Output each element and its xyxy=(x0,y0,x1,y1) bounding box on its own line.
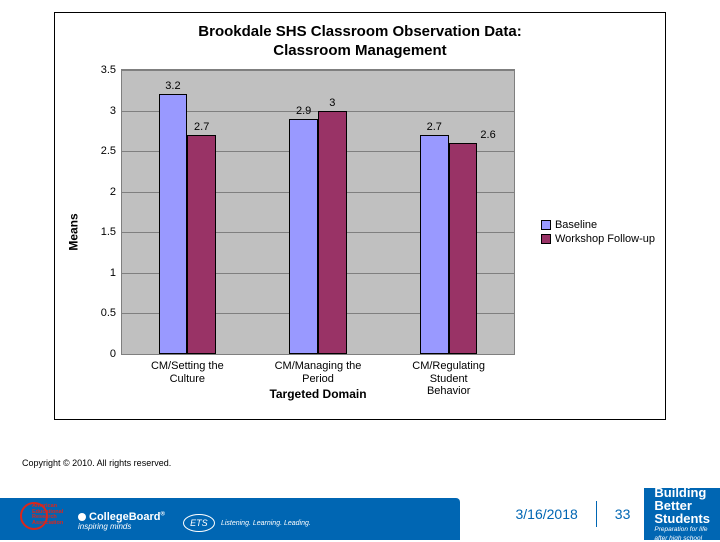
bar: 2.7 xyxy=(420,135,449,354)
gridline xyxy=(122,70,514,71)
bar: 3.2 xyxy=(159,94,188,354)
y-tick: 0.5 xyxy=(101,307,122,319)
title-line-2: Classroom Management xyxy=(273,42,446,59)
y-tick: 3 xyxy=(110,105,122,117)
chart-title: Brookdale SHS Classroom Observation Data… xyxy=(55,13,665,63)
bar: 2.6 xyxy=(449,143,478,354)
legend-label-baseline: Baseline xyxy=(555,219,597,231)
bar: 2.9 xyxy=(289,119,318,354)
legend-swatch-followup xyxy=(541,234,551,244)
bar-value-label: 2.7 xyxy=(421,121,448,133)
bar-value-label: 2.7 xyxy=(188,121,215,133)
slide-footer: AmericanEducationalResearchAssociation C… xyxy=(0,488,720,540)
y-tick: 2.5 xyxy=(101,145,122,157)
legend-item-baseline: Baseline xyxy=(541,219,655,231)
legend-swatch-baseline xyxy=(541,220,551,230)
bar-value-label: 2.9 xyxy=(290,105,317,117)
bbs-logo: Building Better Students Preparation for… xyxy=(644,488,720,540)
chart-container: Brookdale SHS Classroom Observation Data… xyxy=(54,12,666,420)
footer-right: 3/16/2018 33 Building Better Students Pr… xyxy=(502,488,720,540)
footer-logos: AmericanEducationalResearchAssociation C… xyxy=(20,502,311,532)
bar: 2.7 xyxy=(187,135,216,354)
slide-number: 33 xyxy=(615,506,631,522)
legend-label-followup: Workshop Follow-up xyxy=(555,233,655,245)
x-tick: CM/Setting theCulture xyxy=(151,354,224,385)
date-slide-area: 3/16/2018 33 xyxy=(502,488,645,540)
y-tick: 1 xyxy=(110,267,122,279)
x-axis-label: Targeted Domain xyxy=(121,387,515,401)
slide-date: 3/16/2018 xyxy=(516,506,578,522)
title-line-1: Brookdale SHS Classroom Observation Data… xyxy=(198,23,521,40)
y-tick: 0 xyxy=(110,348,122,360)
bar-value-label: 2.6 xyxy=(476,129,495,141)
y-tick: 3.5 xyxy=(101,64,122,76)
collegeboard-logo: CollegeBoard® inspiring minds xyxy=(78,511,165,532)
footer-divider xyxy=(596,501,597,527)
bar: 3 xyxy=(318,111,347,354)
y-axis-label: Means xyxy=(67,213,81,250)
y-tick: 2 xyxy=(110,186,122,198)
legend: Baseline Workshop Follow-up xyxy=(541,217,655,247)
plot-area: 00.511.522.533.53.22.7CM/Setting theCult… xyxy=(121,69,515,355)
chart-area: Means 00.511.522.533.53.22.7CM/Setting t… xyxy=(65,69,655,395)
bar-value-label: 3 xyxy=(319,97,346,109)
legend-item-followup: Workshop Follow-up xyxy=(541,233,655,245)
ets-logo: ETS Listening. Learning. Leading. xyxy=(183,514,311,532)
x-tick: CM/Managing thePeriod xyxy=(275,354,362,385)
bar-value-label: 3.2 xyxy=(160,80,187,92)
aera-logo: AmericanEducationalResearchAssociation xyxy=(20,502,60,532)
y-tick: 1.5 xyxy=(101,226,122,238)
copyright: Copyright © 2010. All rights reserved. xyxy=(22,458,171,468)
